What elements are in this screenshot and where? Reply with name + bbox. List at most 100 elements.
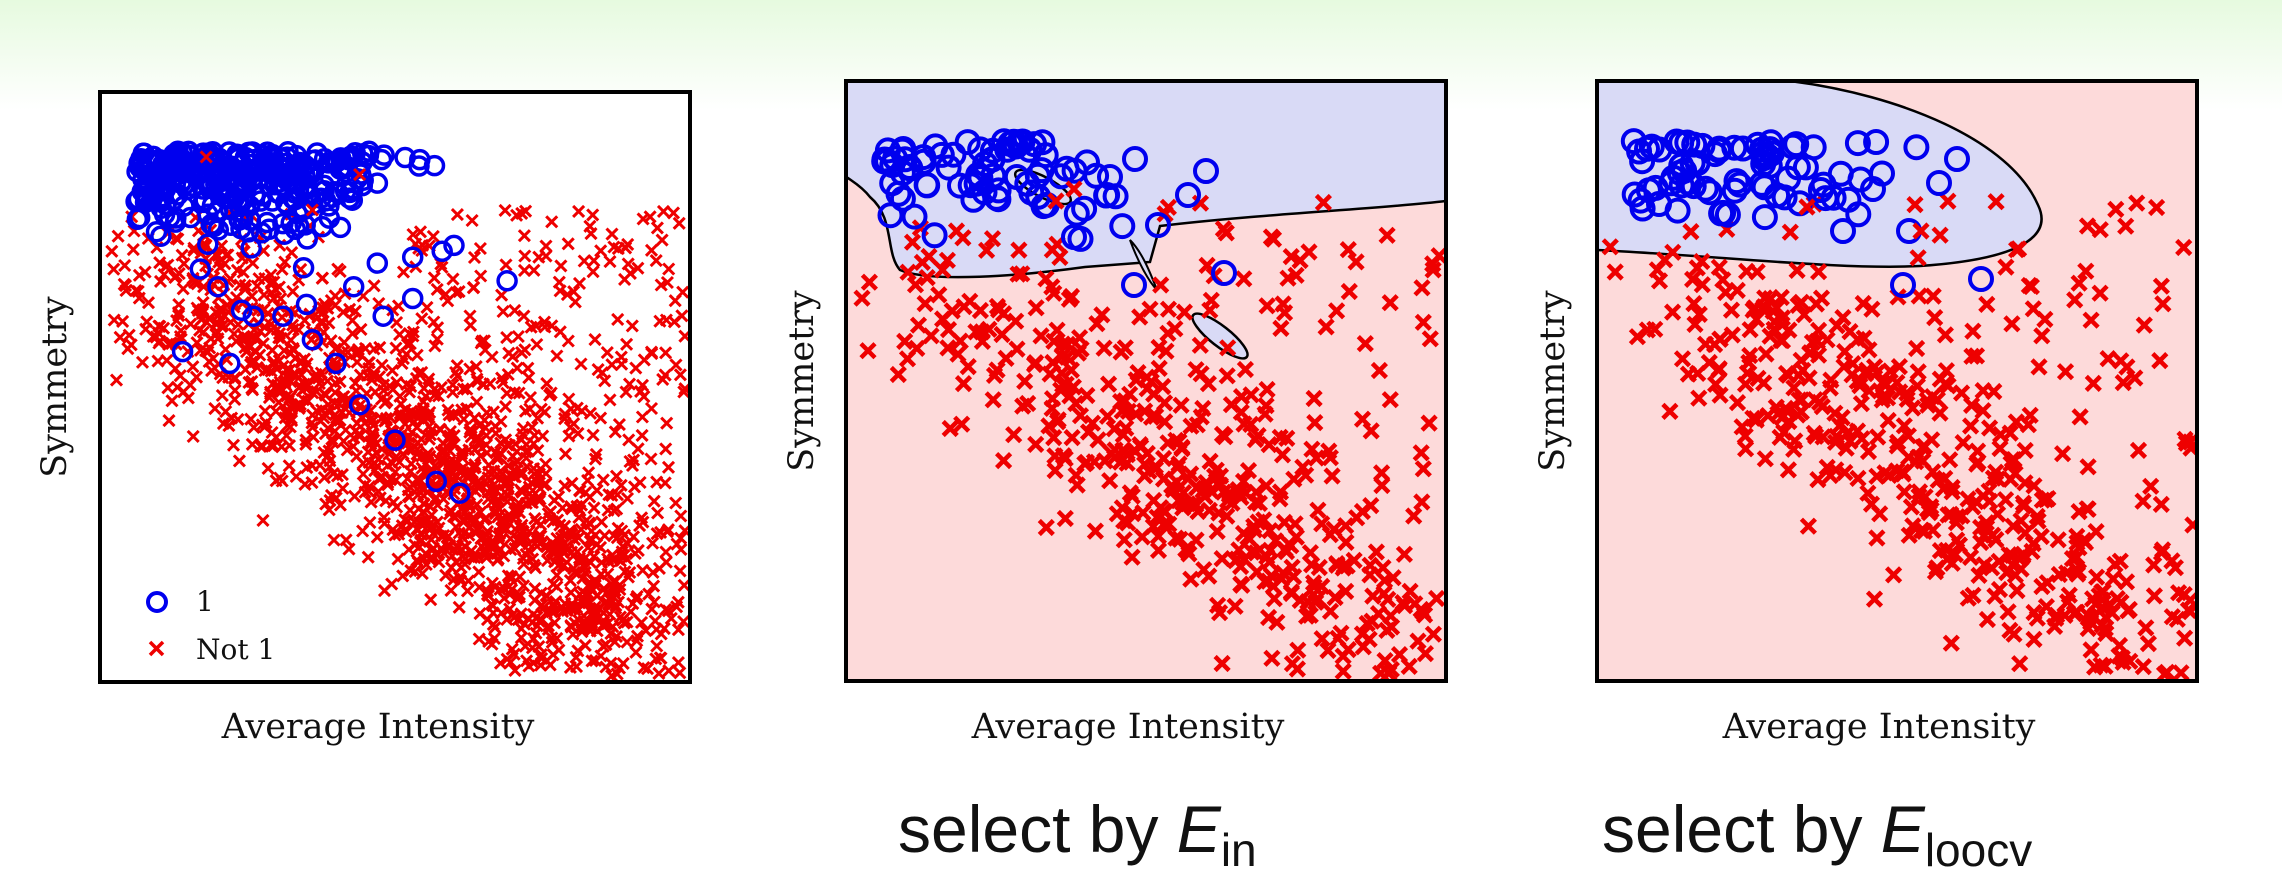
one-digit-point [250,222,273,244]
not-one-point [522,371,536,385]
not-one-point [1305,389,1323,408]
not-one-point [1696,335,1715,353]
not-one-point [939,339,957,357]
not-one-point [454,561,468,575]
one-digit-point [1779,133,1806,160]
not-one-point [1809,471,1827,489]
not-one-point [652,666,666,680]
not-one-point [646,565,660,579]
not-one-point [1746,299,1764,317]
not-one-point [1313,630,1331,648]
not-one-point [2054,445,2072,463]
one-digit-point [1193,158,1219,184]
not-one-point [1222,396,1240,414]
not-one-point [281,394,295,408]
caption-e-in: select by Ein [898,792,1257,876]
not-one-point [1306,414,1324,432]
not-one-point [375,358,389,372]
not-one-point [636,563,650,577]
not-one-point [583,490,597,504]
not-one-point [1962,417,1980,435]
not-one-point [264,275,278,289]
not-one-point [364,411,379,425]
not-one-point [215,388,229,403]
not-one-point [2110,636,2129,655]
not-one-point [1007,312,1025,330]
not-one-point [375,442,389,456]
not-one-point [618,272,632,286]
not-one-point [2093,591,2111,609]
not-one-point [486,599,500,613]
not-one-point [517,263,532,277]
not-one-point [2118,358,2136,376]
not-one-point [229,334,243,348]
not-one-point [274,384,289,398]
not-one-point [608,635,622,649]
not-one-point [1340,282,1358,301]
not-one-point [631,261,645,275]
not-one-point [1924,521,1942,539]
not-one-point [362,356,376,370]
not-one-point [2082,311,2100,329]
not-one-point [356,467,370,481]
not-one-point [1297,466,1315,484]
not-one-point [2117,217,2135,235]
not-one-point [586,208,600,222]
not-one-point [496,517,510,531]
not-one-point [2168,610,2186,628]
not-one-point [472,419,486,433]
not-one-point [648,614,662,628]
not-one-point [1844,355,1862,373]
not-one-point [1095,339,1113,357]
not-one-point [980,320,998,338]
not-one-point [1664,303,1682,321]
not-one-point [258,404,272,418]
not-one-point [338,287,352,301]
not-one-point [1970,566,1988,584]
one-digit-point [1032,142,1059,169]
not-one-point [598,596,612,610]
not-one-point [1987,531,2005,549]
not-one-point [428,459,442,473]
not-one-point [1234,472,1253,490]
not-one-point [2108,590,2126,608]
not-one-point [477,530,491,544]
not-one-point [646,536,660,550]
not-one-point [1869,428,1887,446]
not-one-point [289,469,303,484]
not-one-point [537,601,551,615]
not-one-point [650,221,664,235]
not-one-point [1889,433,1907,451]
not-one-point [2099,350,2117,368]
one-digit-point [207,219,230,241]
one-digit-point [237,221,260,243]
not-one-point [1016,372,1034,390]
not-one-point [1895,417,1913,435]
not-one-point [1690,305,1708,323]
not-one-point [1924,287,1942,305]
not-one-point [526,656,541,670]
one-digit-point [1926,170,1952,196]
not-one-point [603,255,617,269]
not-one-point [430,282,444,296]
not-one-point [1086,522,1104,540]
not-one-point [1235,270,1253,288]
not-one-point [532,467,546,481]
not-one-point [1347,253,1365,271]
not-one-point [1759,407,1777,425]
not-one-point [2038,574,2056,592]
not-one-point [1964,586,1982,604]
not-one-point [2145,587,2163,605]
not-one-point [538,320,552,334]
not-one-point [1216,428,1234,446]
not-one-point [111,229,125,243]
not-one-point [1838,425,1856,443]
not-one-point [1985,382,2003,401]
not-one-point [2003,451,2021,469]
not-one-point [2077,262,2095,280]
plot-panel-2: Average Intensity Symmetry [782,79,1448,747]
not-one-point [601,567,615,581]
not-one-point [279,428,294,442]
not-one-point [462,528,476,542]
not-one-point [1948,508,1966,526]
